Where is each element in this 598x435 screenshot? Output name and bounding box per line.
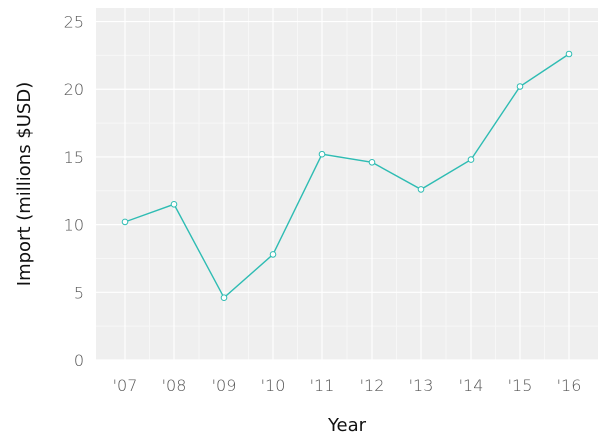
data-point [220, 294, 228, 302]
data-point [269, 251, 277, 258]
grid-lines [96, 8, 598, 361]
x-tick-label: '11 [310, 376, 335, 395]
y-axis-title: Import (millions $USD) [14, 82, 35, 286]
data-point [417, 186, 425, 193]
y-tick-label: 15 [64, 148, 84, 167]
series-line [124, 53, 570, 299]
data-point [565, 50, 573, 58]
data-point [318, 150, 326, 158]
x-tick-label: '09 [212, 376, 237, 395]
data-point [516, 83, 524, 90]
y-tick-label: 10 [64, 216, 84, 235]
data-point [368, 159, 376, 166]
x-axis-ticks: '07 '08 '09 '10 '11 '12 '13 '14 '15 '16 [113, 376, 582, 395]
y-axis-ticks: 0 5 10 15 20 25 [64, 13, 84, 370]
x-tick-label: '10 [261, 376, 286, 395]
y-tick-label: 0 [74, 351, 84, 370]
x-tick-label: '15 [508, 376, 533, 395]
data-point [467, 156, 475, 163]
x-tick-label: '14 [459, 376, 484, 395]
x-tick-label: '07 [113, 376, 138, 395]
y-tick-label: 5 [74, 283, 84, 302]
x-tick-label: '13 [409, 376, 434, 395]
x-tick-label: '08 [162, 376, 187, 395]
data-point [170, 201, 178, 208]
x-tick-label: '12 [360, 376, 385, 395]
y-tick-label: 25 [64, 13, 84, 32]
y-tick-label: 20 [64, 80, 84, 99]
x-tick-label: '16 [557, 376, 582, 395]
data-point [121, 218, 129, 226]
x-axis-title: Year [327, 415, 367, 435]
data-points [121, 50, 573, 302]
